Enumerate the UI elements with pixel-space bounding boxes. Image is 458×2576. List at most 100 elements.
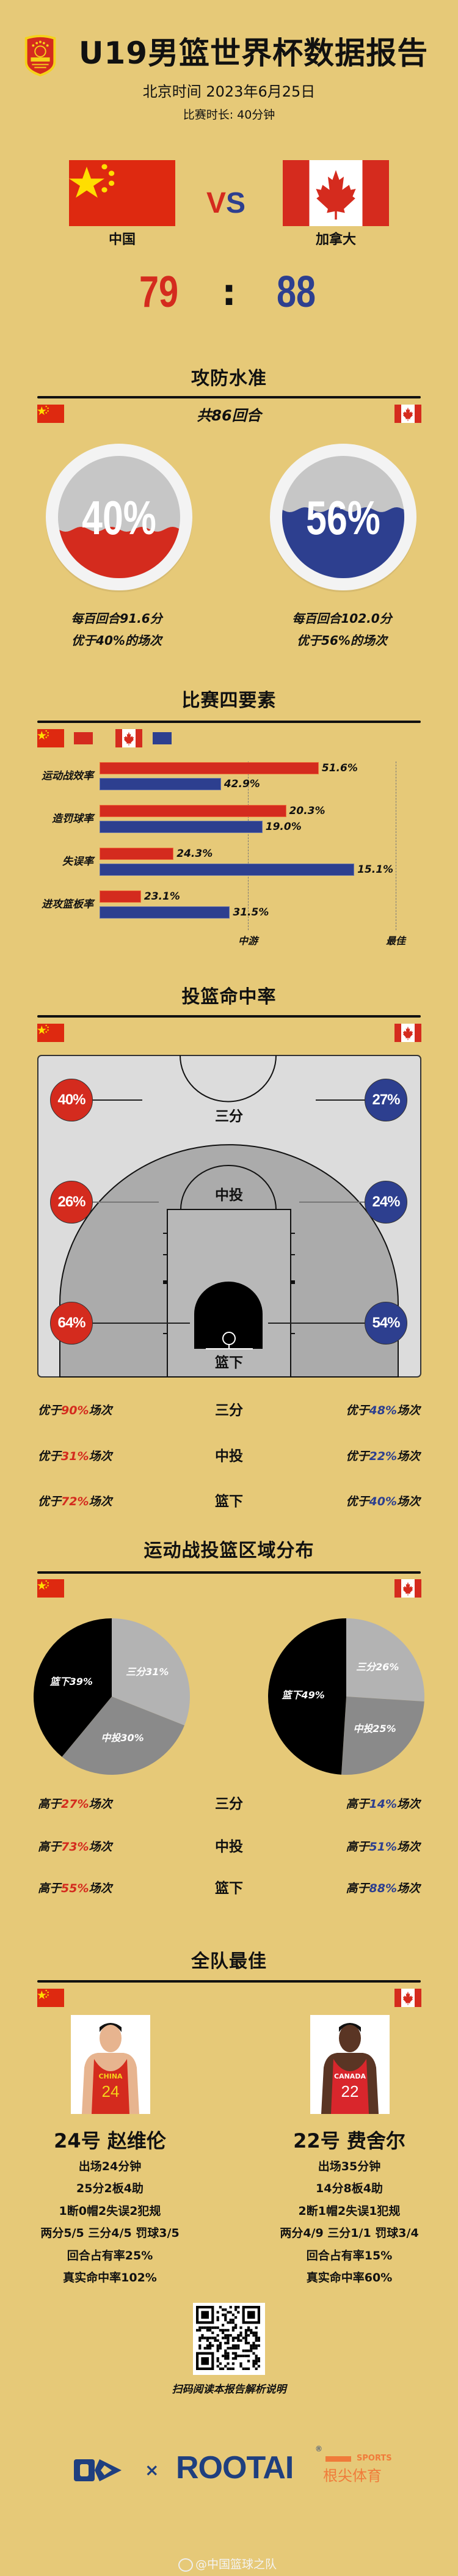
pie-label: 篮下39% [49, 1676, 93, 1688]
home-gauge-percent: 40% [82, 491, 156, 545]
canada-flag-large [283, 160, 389, 226]
registered-mark: ® [315, 2445, 322, 2453]
away-team-name: 加拿大 [315, 232, 356, 248]
best-title: 全队最佳 [191, 1951, 267, 1972]
sports-label: SPORTS [357, 2454, 392, 2463]
home-factor-value: 51.6% [321, 762, 358, 774]
axis-label-best: 最佳 [385, 935, 405, 947]
pie-label: 三分26% [356, 1660, 399, 1673]
rank-word: 场次 [396, 1450, 420, 1463]
pie-label: 篮下49% [282, 1689, 325, 1701]
divider [37, 1571, 421, 1574]
mid-reference-line [247, 761, 249, 930]
away-factor-bar [100, 906, 230, 919]
rank-zone-label: 三分 [215, 1403, 243, 1418]
distribution-title: 运动战投篮区域分布 [144, 1540, 314, 1561]
rank-percent: 31% [61, 1450, 89, 1463]
rank-percent: 72% [61, 1495, 89, 1508]
home-score: 79 [139, 268, 179, 317]
rank-word: 优于 [38, 1404, 62, 1417]
canada-flag [394, 1989, 421, 2007]
divider [37, 1980, 421, 1983]
rank-word: 高于 [38, 1840, 62, 1854]
court-label-three: 三分 [215, 1109, 243, 1125]
rank-word: 优于 [346, 1450, 369, 1463]
home-efficiency-gauge: 40% [46, 444, 192, 592]
partner-logo-icon [73, 2458, 123, 2485]
match-date: 北京时间 2023年6月25日 [142, 83, 316, 100]
home-factor-bar [100, 890, 141, 903]
home-player-stat: 出场24分钟 [78, 2160, 142, 2173]
home-rank-text: 高于27%场次 [38, 1797, 191, 1811]
rank-percent: 27% [61, 1797, 89, 1811]
home-factor-value: 20.3% [289, 805, 325, 817]
home-rank-text: 优于90%场次 [38, 1403, 191, 1418]
possessions-count: 共86回合 [197, 407, 261, 424]
four-factors-title: 比赛四要素 [181, 690, 277, 711]
home-gauge-fill [58, 527, 180, 578]
rank-word: 场次 [89, 1882, 112, 1895]
rootai-cn: 根尖体育 [323, 2467, 382, 2484]
away-factor-bar [100, 821, 263, 833]
canada-flag [115, 729, 142, 747]
pie-slice-篮下 [34, 1618, 112, 1757]
vs-label: VS [206, 186, 245, 221]
sports-bar [325, 2456, 351, 2462]
canada-flag [394, 405, 421, 423]
home-player-stat: 1断0帽2失误2犯规 [59, 2204, 161, 2218]
home-player-stat: 两分5/5 三分4/5 罚球3/5 [40, 2226, 180, 2240]
divider [37, 721, 421, 723]
away-per100: 每百回合102.0分 [292, 611, 392, 626]
home-rank-text: 优于31%场次 [38, 1449, 191, 1464]
away-fg-2: 54% [365, 1302, 407, 1345]
rank-word: 优于 [346, 1404, 369, 1417]
pie-slice-三分 [112, 1618, 190, 1726]
pie-slice-三分 [346, 1618, 424, 1702]
china-flag [37, 1579, 64, 1598]
factor-label: 失误率 [62, 856, 93, 868]
away-pie [267, 1618, 424, 1775]
rank-zone-label: 三分 [215, 1796, 243, 1812]
home-factor-value: 24.3% [176, 848, 213, 860]
home-fg-0: 40% [50, 1079, 93, 1121]
report-title: U19男篮世界杯数据报告 [78, 35, 429, 71]
factor-label: 造罚球率 [52, 813, 93, 825]
four-factors-chart: 运动战效率 51.6% 42.9% 造罚球率 20.3% 19.0% 失误率 24.3% 15.… [0, 752, 458, 935]
home-factor-bar [100, 762, 319, 774]
away-gauge-percent: 56% [306, 491, 380, 545]
rank-word: 优于 [38, 1495, 62, 1508]
china-flag [37, 1989, 64, 2007]
qr-code[interactable] [193, 2303, 265, 2375]
away-rank-text: 优于48%场次 [267, 1403, 420, 1418]
away-factor-value: 15.1% [357, 864, 394, 876]
china-flag [37, 1024, 64, 1042]
rank-word: 高于 [346, 1797, 369, 1811]
away-rank-text: 优于22%场次 [267, 1449, 420, 1464]
rank-percent: 51% [369, 1840, 397, 1854]
rank-word: 场次 [396, 1840, 420, 1854]
axis-label-mid: 中游 [238, 935, 258, 947]
match-duration: 比赛时长: 40分钟 [183, 108, 275, 122]
times-sign: × [145, 2460, 159, 2480]
rank-percent: 73% [61, 1840, 89, 1854]
qr-caption: 扫码阅读本报告解析说明 [172, 2383, 286, 2396]
rank-zone-label: 中投 [215, 1448, 243, 1464]
home-player-name: 24号 赵维伦 [54, 2129, 166, 2152]
away-factor-bar [100, 778, 221, 790]
efficiency-gauges: 40% 56% [46, 444, 416, 592]
rank-percent: 40% [369, 1495, 397, 1508]
away-factor-value: 19.0% [265, 821, 302, 833]
rank-word: 高于 [346, 1840, 369, 1854]
home-player-stat: 回合占有率25% [67, 2249, 153, 2262]
away-factor-value: 31.5% [233, 906, 269, 919]
home-jersey-number: 24 [101, 2082, 120, 2101]
vs-v: V [206, 187, 227, 219]
home-player-stat: 25分2板4助 [76, 2182, 144, 2195]
china-flag-large [69, 160, 175, 226]
away-score: 88 [276, 268, 316, 317]
rank-word: 优于 [38, 1450, 62, 1463]
distribution-pies [34, 1618, 424, 1775]
away-player-stat: 回合占有率15% [306, 2249, 393, 2262]
away-player-stat: 14分8板4助 [316, 2182, 383, 2195]
factor-label: 进攻篮板率 [42, 898, 93, 911]
